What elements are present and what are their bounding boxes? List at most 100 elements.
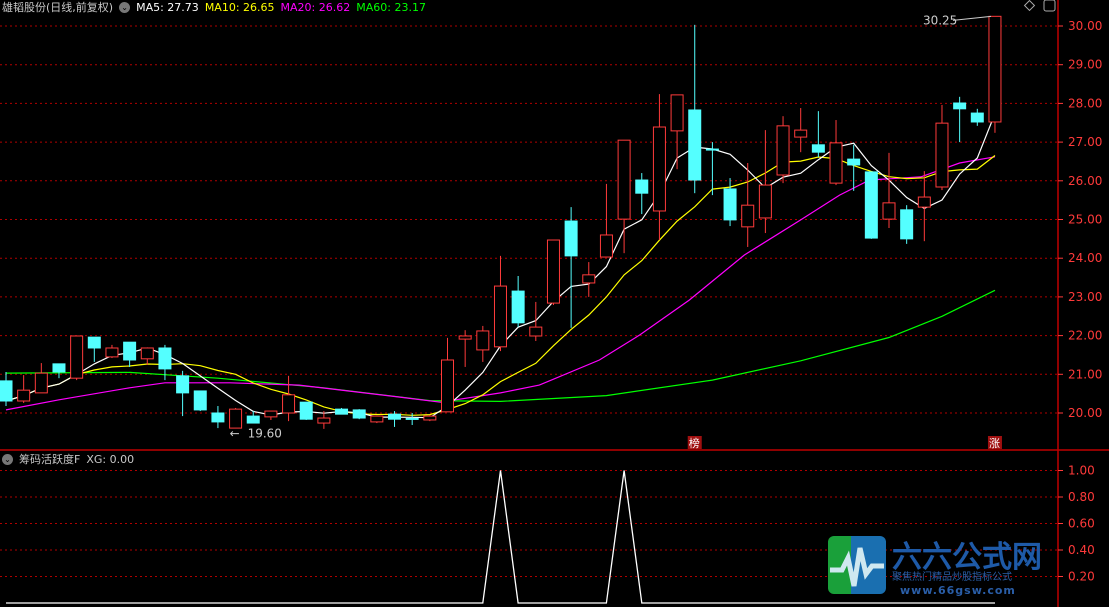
logo-url: www.66gsw.com — [900, 584, 1016, 597]
candle-up — [794, 129, 808, 138]
candle-down — [864, 171, 878, 239]
ma20-line — [5, 156, 996, 411]
candle-up — [652, 126, 666, 212]
high-pointer — [952, 15, 992, 21]
indicator-title: 筹码活跃度F — [19, 452, 81, 466]
candle-up — [105, 347, 119, 358]
ma20-label: MA20: 26.62 — [280, 0, 351, 14]
main-chart-header: 雄韬股份(日线,前复权) ⌄ MA5: 27.73 MA10: 26.65 MA… — [2, 0, 426, 14]
candle-down — [211, 412, 225, 423]
price-tick-label: 22.00 — [1068, 329, 1102, 343]
candle-up — [829, 142, 843, 184]
logo-title: 六六公式网 — [892, 540, 1042, 575]
indicator-tick-label: 0.60 — [1068, 517, 1095, 531]
candle-up — [17, 389, 31, 402]
candle-down — [405, 417, 419, 420]
candle-up — [282, 394, 296, 414]
candle-up — [882, 202, 896, 220]
candle-down — [811, 144, 825, 153]
candle-down — [388, 413, 402, 420]
low-price-label: 19.60 — [248, 426, 282, 440]
price-tick-label: 21.00 — [1068, 367, 1102, 381]
candle-up — [264, 410, 278, 418]
price-tick-label: 30.00 — [1068, 19, 1102, 33]
candle-down — [335, 408, 349, 415]
candle-up — [741, 204, 755, 228]
candle-down — [193, 390, 207, 411]
xg-label: XG: 0.00 — [86, 452, 135, 466]
candle-down — [564, 220, 578, 257]
xg-line — [6, 470, 995, 604]
diamond-icon — [1023, 0, 1036, 12]
indicator-tick-label: 0.40 — [1068, 543, 1095, 557]
chevron-down-icon[interactable]: ⌄ — [2, 453, 13, 465]
ma5-label: MA5: 27.73 — [136, 0, 199, 14]
price-tick-label: 20.00 — [1068, 406, 1102, 420]
candle-down — [688, 109, 702, 181]
price-tick-label: 25.00 — [1068, 213, 1102, 227]
candle-down — [635, 179, 649, 194]
zhang-marker-badge — [987, 436, 1002, 449]
candle-down — [246, 415, 260, 424]
watermark-logo: 六六公式网 聚焦热门精品炒股指标公式 www.66gsw.com — [828, 536, 1050, 600]
ma10-label: MA10: 26.65 — [204, 0, 275, 14]
candle-down — [705, 148, 719, 151]
candle-up — [988, 15, 1002, 123]
chevron-down-icon[interactable]: ⌄ — [119, 1, 131, 13]
candle-up — [70, 335, 84, 379]
candle-up — [599, 234, 613, 258]
candle-down — [123, 341, 137, 361]
candle-down — [0, 380, 13, 402]
ma60-label: MA60: 23.17 — [356, 0, 426, 14]
candle-up — [458, 335, 472, 340]
candle-down — [299, 401, 313, 420]
candle-down — [900, 209, 914, 240]
bang-marker: 榜 — [689, 436, 700, 450]
candle-up — [423, 415, 437, 421]
candle-up — [317, 417, 331, 424]
low-pointer: ← — [230, 426, 240, 440]
bang-marker-badge — [687, 436, 702, 449]
candle-up — [758, 184, 772, 219]
price-tick-label: 28.00 — [1068, 96, 1102, 110]
candle-up — [529, 326, 543, 337]
price-tick-label: 23.00 — [1068, 290, 1102, 304]
candle-down — [847, 158, 861, 166]
candle-up — [776, 125, 790, 176]
candle-down — [87, 336, 101, 349]
candle-up — [546, 239, 560, 304]
logo-subtitle: 聚焦热门精品炒股指标公式 — [892, 572, 1012, 583]
price-tick-label: 29.00 — [1068, 58, 1102, 72]
indicator-tick-label: 0.80 — [1068, 490, 1095, 504]
stock-title: 雄韬股份(日线,前复权) — [2, 0, 114, 14]
candle-down — [176, 375, 190, 394]
indicator-tick-label: 0.20 — [1068, 570, 1095, 584]
candle-down — [352, 409, 366, 419]
logo-pulse-icon — [828, 536, 886, 594]
price-tick-label: 26.00 — [1068, 174, 1102, 188]
price-tick-label: 24.00 — [1068, 251, 1102, 265]
candle-up — [582, 274, 596, 284]
candle-up — [441, 359, 454, 413]
candle-up — [670, 94, 684, 132]
candle-up — [493, 285, 507, 348]
candle-up — [617, 139, 631, 220]
candle-up — [935, 122, 949, 188]
candle-up — [140, 347, 154, 360]
panel-toggle-icon — [1043, 0, 1056, 12]
zhang-marker: 涨 — [989, 437, 1000, 450]
candle-down — [723, 188, 737, 221]
candle-up — [229, 408, 243, 429]
candle-up — [917, 196, 931, 208]
candle-down — [158, 347, 172, 370]
indicator-tick-label: 1.00 — [1068, 464, 1095, 478]
candle-down — [970, 112, 984, 123]
candle-down — [52, 363, 66, 373]
candle-up — [34, 372, 48, 394]
price-tick-label: 27.00 — [1068, 135, 1102, 149]
candle-up — [476, 330, 490, 351]
candle-down — [953, 102, 967, 110]
candle-down — [511, 290, 525, 324]
candle-up — [370, 415, 384, 423]
